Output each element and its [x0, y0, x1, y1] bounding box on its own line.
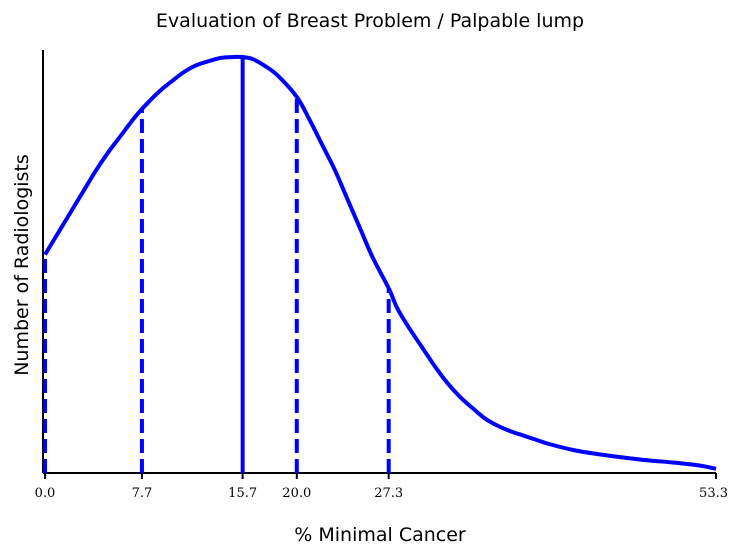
- chart-title: Evaluation of Breast Problem / Palpable …: [156, 10, 584, 32]
- marker-lines: [43, 57, 391, 473]
- x-axis-label: % Minimal Cancer: [294, 524, 466, 546]
- x-tick-label-5: 53.3: [699, 486, 728, 501]
- x-tick-label-2: 15.7: [228, 486, 257, 501]
- x-tick-label-1: 7.7: [132, 486, 153, 501]
- y-axis-label: Number of Radiologists: [11, 154, 33, 376]
- x-tick-label-0: 0.0: [35, 486, 56, 501]
- x-tick-label-4: 27.3: [374, 486, 403, 501]
- series-group: [43, 54, 717, 471]
- x-ticks: 0.0 7.7 15.7 20.0 27.3 53.3: [35, 473, 728, 501]
- x-tick-label-3: 20.0: [282, 486, 311, 501]
- series-line: [43, 54, 717, 471]
